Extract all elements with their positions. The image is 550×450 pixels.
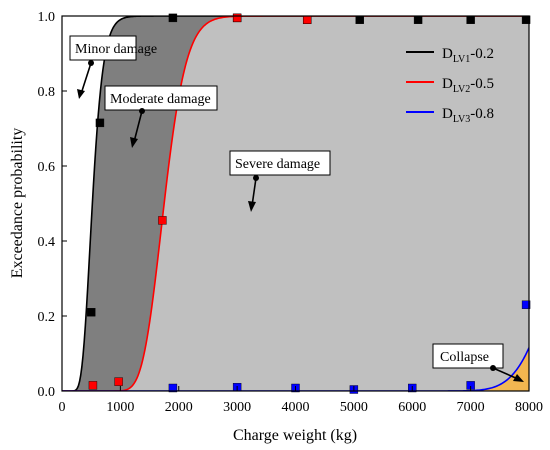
arrow-head-icon xyxy=(77,89,85,99)
annotation-dot xyxy=(490,365,496,371)
x-tick-label: 4000 xyxy=(282,400,310,415)
y-tick-label: 0.8 xyxy=(38,85,56,100)
legend-entry-lv1: DLV1-0.2 xyxy=(442,46,494,65)
annotation-minor-damage: Minor damage xyxy=(69,35,157,99)
data-point-lv2 xyxy=(88,381,98,390)
legend-entry-lv3: DLV3-0.8 xyxy=(442,106,494,125)
data-point-lv2 xyxy=(232,13,242,23)
annotation-collapse: Collapse xyxy=(432,343,524,382)
y-tick-label: 0.6 xyxy=(38,160,56,175)
annotation-label: Severe damage xyxy=(235,157,320,172)
arrow-head-icon xyxy=(248,201,256,212)
arrow-head-icon xyxy=(130,137,138,148)
x-tick-label: 1000 xyxy=(106,400,134,415)
y-tick-label: 0.2 xyxy=(38,310,56,325)
annotation-moderate-damage: Moderate damage xyxy=(104,85,218,148)
x-tick-label: 6000 xyxy=(398,400,426,415)
x-tick-label: 0 xyxy=(59,400,66,415)
data-point-lv2 xyxy=(302,15,312,24)
annotation-label: Moderate damage xyxy=(110,92,211,107)
data-point-lv1 xyxy=(466,15,475,24)
series-line-lv2 xyxy=(62,16,529,391)
annotation-arrow xyxy=(80,62,92,95)
x-tick-label: 7000 xyxy=(457,400,485,415)
legend-entry-lv2: DLV2-0.5 xyxy=(442,76,494,95)
annotation-dot xyxy=(139,108,145,114)
arrow-head-icon xyxy=(513,374,524,382)
annotation-box xyxy=(229,150,331,176)
data-point-lv2 xyxy=(158,216,167,225)
y-tick-label: 0.4 xyxy=(38,235,56,250)
data-point-lv1 xyxy=(168,13,178,23)
annotation-arrow xyxy=(251,177,257,207)
annotation-arrow xyxy=(492,367,519,380)
x-axis-title: Charge weight (kg) xyxy=(233,427,357,444)
data-point-lv2 xyxy=(114,377,123,386)
annotation-dot xyxy=(253,175,259,181)
annotation-box xyxy=(432,343,504,369)
x-tick-label: 8000 xyxy=(515,400,543,415)
annotation-dot xyxy=(88,60,94,66)
data-point-lv1 xyxy=(95,118,105,128)
x-tick-label: 3000 xyxy=(223,400,251,415)
y-axis-title: Exceedance probability xyxy=(9,128,26,279)
annotation-label: Minor damage xyxy=(75,42,157,57)
x-tick-label: 5000 xyxy=(340,400,368,415)
annotation-box xyxy=(69,35,137,61)
annotation-label: Collapse xyxy=(440,350,489,365)
data-point-lv1 xyxy=(413,15,423,24)
y-tick-label: 0.0 xyxy=(38,385,56,400)
data-point-lv1 xyxy=(355,15,364,24)
annotation-box xyxy=(104,85,218,111)
x-tick-label: 2000 xyxy=(165,400,193,415)
annotation-severe-damage: Severe damage xyxy=(229,150,331,212)
y-tick-label: 1.0 xyxy=(38,10,56,25)
legend: DLV1-0.2 DLV2-0.5 DLV3-0.8 xyxy=(406,46,494,125)
annotation-arrow xyxy=(133,110,143,143)
data-point-lv1 xyxy=(86,308,96,317)
data-point-lv3 xyxy=(168,383,178,393)
data-point-lv3 xyxy=(521,300,531,309)
